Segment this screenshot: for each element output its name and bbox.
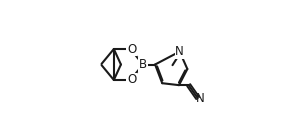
- Text: O: O: [127, 43, 136, 56]
- Text: O: O: [127, 73, 136, 86]
- Text: N: N: [196, 92, 205, 104]
- Text: B: B: [139, 58, 147, 71]
- Text: N: N: [175, 45, 184, 58]
